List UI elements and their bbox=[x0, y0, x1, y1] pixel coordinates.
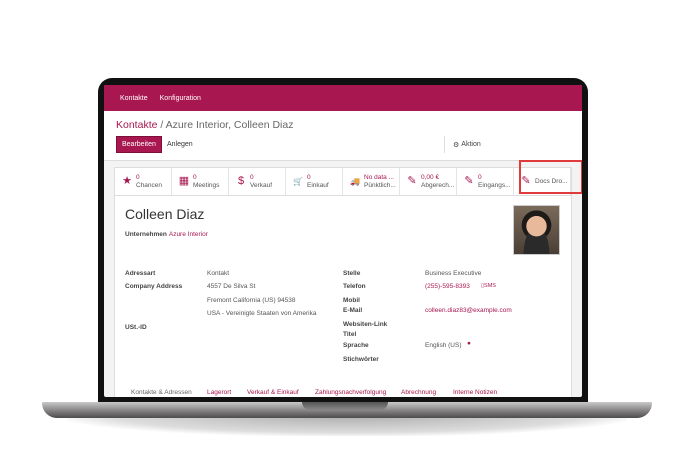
sms-button[interactable]: ▯SMS bbox=[481, 283, 496, 289]
gear-icon: ⚙ bbox=[453, 141, 460, 149]
nav-kontakte[interactable]: Kontakte bbox=[120, 94, 148, 102]
breadcrumb-separator: / bbox=[157, 119, 166, 131]
stat-value: 0 bbox=[478, 174, 482, 182]
job-value: Business Executive bbox=[425, 270, 482, 277]
globe-icon[interactable]: ● bbox=[467, 340, 471, 347]
stat-value: 0 bbox=[136, 174, 140, 182]
title-label: Titel bbox=[343, 331, 357, 338]
city: Fremont California (US) 94538 bbox=[207, 297, 296, 304]
phone-link[interactable]: (255)-595-8393 bbox=[425, 283, 470, 290]
company-row: Unternehmen Azure Interior bbox=[125, 231, 208, 238]
calendar-icon: ▦ bbox=[178, 175, 190, 188]
laptop-shadow bbox=[66, 414, 628, 436]
company-label: Unternehmen bbox=[125, 231, 167, 238]
tab-kontakte-adressen[interactable]: Kontakte & Adressen bbox=[131, 389, 192, 396]
stat-value: 0,00 € bbox=[421, 174, 440, 182]
company-link[interactable]: Azure Interior bbox=[168, 231, 208, 238]
smart-buttons: ★ 0 Chancen ▦ 0 Meetings $0 Verkauf 🛒 0 Einkauf… bbox=[115, 168, 571, 196]
breadcrumb-current: Azure Interior, Colleen Diaz bbox=[165, 119, 294, 131]
stat-label: Chancen bbox=[136, 181, 163, 189]
tab-interne-notizen[interactable]: Interne Notizen bbox=[453, 389, 498, 396]
address-type-label: Adressart bbox=[125, 270, 156, 277]
stat-puenktlich[interactable]: 🚚 No data ... Pünktlich... bbox=[343, 168, 400, 195]
stat-label: Abgerech... bbox=[421, 181, 455, 189]
dollar-icon: $ bbox=[237, 175, 245, 188]
control-panel: Kontakte / Azure Interior, Colleen Diaz … bbox=[104, 111, 582, 161]
cart-icon: 🛒 bbox=[293, 176, 303, 186]
stat-value: No data ... bbox=[364, 174, 394, 182]
street: 4557 De Silva St bbox=[207, 283, 256, 290]
company-address-label: Company Address bbox=[125, 283, 183, 290]
tab-zahlungsnachverfolgung[interactable]: Zahlungsnachverfolgung bbox=[315, 389, 387, 396]
stat-label: Einkauf bbox=[307, 181, 329, 189]
edit-button[interactable]: Bearbeiten bbox=[116, 136, 162, 153]
mobile-label: Mobil bbox=[343, 297, 360, 304]
highlight-box bbox=[519, 160, 582, 194]
language-value: English (US) bbox=[425, 342, 462, 349]
tab-verkauf-einkauf[interactable]: Verkauf & Einkauf bbox=[247, 389, 299, 396]
laptop-notch bbox=[302, 402, 388, 410]
job-label: Stelle bbox=[343, 270, 361, 277]
contact-name: Colleen Diaz bbox=[125, 206, 205, 222]
email-label: E-Mail bbox=[343, 307, 363, 314]
tab-lagerort[interactable]: Lagerort bbox=[207, 389, 232, 396]
app-screen: Kontakte Konfiguration Kontakte / Azure … bbox=[104, 85, 582, 397]
tags-label: Stichwörter bbox=[343, 356, 379, 363]
action-dropdown[interactable]: ⚙ Aktion bbox=[444, 136, 486, 153]
truck-icon: 🚚 bbox=[350, 176, 360, 186]
email-link[interactable]: colleen.diaz83@example.com bbox=[425, 307, 512, 314]
stat-eingang[interactable]: ✎ 0 Eingangs... bbox=[457, 168, 514, 195]
stat-meetings[interactable]: ▦ 0 Meetings bbox=[172, 168, 229, 195]
top-navbar: Kontakte Konfiguration bbox=[104, 85, 582, 111]
stat-chancen[interactable]: ★ 0 Chancen bbox=[115, 168, 172, 195]
star-icon: ★ bbox=[122, 175, 132, 188]
stat-label: Eingangs... bbox=[478, 181, 511, 189]
stat-abgerechnet[interactable]: ✎ 0,00 € Abgerech... bbox=[400, 168, 457, 195]
sms-label: SMS bbox=[484, 283, 496, 289]
edit-icon: ✎ bbox=[407, 175, 417, 188]
breadcrumb-root[interactable]: Kontakte bbox=[116, 119, 158, 131]
language-label: Sprache bbox=[343, 342, 369, 349]
create-button[interactable]: Anlegen bbox=[167, 141, 193, 148]
address-type-value: Kontakt bbox=[207, 270, 230, 277]
stat-label: Meetings bbox=[193, 181, 220, 189]
country: USA - Vereinigte Staaten von Amerika bbox=[207, 310, 317, 317]
stat-value: 0 bbox=[193, 174, 197, 182]
stat-einkauf[interactable]: 🛒 0 Einkauf bbox=[286, 168, 343, 195]
website-label: Websiten-Link bbox=[343, 321, 388, 328]
stat-label: Docs Dro... bbox=[535, 177, 568, 185]
nav-konfiguration[interactable]: Konfiguration bbox=[159, 94, 201, 102]
tab-abrechnung[interactable]: Abrechnung bbox=[401, 389, 437, 396]
stat-verkauf[interactable]: $0 Verkauf bbox=[229, 168, 286, 195]
avatar[interactable] bbox=[513, 205, 560, 255]
action-label: Aktion bbox=[461, 141, 481, 148]
phone-label: Telefon bbox=[343, 283, 366, 290]
edit-icon: ✎ bbox=[521, 175, 531, 188]
form-sheet: ★ 0 Chancen ▦ 0 Meetings $0 Verkauf 🛒 0 Einkauf… bbox=[114, 160, 582, 397]
stat-docs-drop[interactable]: ✎ Docs Dro... bbox=[514, 168, 571, 195]
edit-icon: ✎ bbox=[464, 175, 474, 188]
breadcrumb: Kontakte / Azure Interior, Colleen Diaz bbox=[116, 119, 293, 131]
stat-label: Verkauf bbox=[250, 181, 273, 189]
laptop-base bbox=[42, 402, 652, 418]
vat-label: USt.-ID bbox=[125, 324, 147, 331]
mobile-icon: ▯ bbox=[481, 283, 485, 289]
stat-value: 0 bbox=[307, 174, 311, 182]
stat-label: Pünktlich... bbox=[364, 181, 396, 189]
stat-value: 0 bbox=[250, 174, 254, 182]
